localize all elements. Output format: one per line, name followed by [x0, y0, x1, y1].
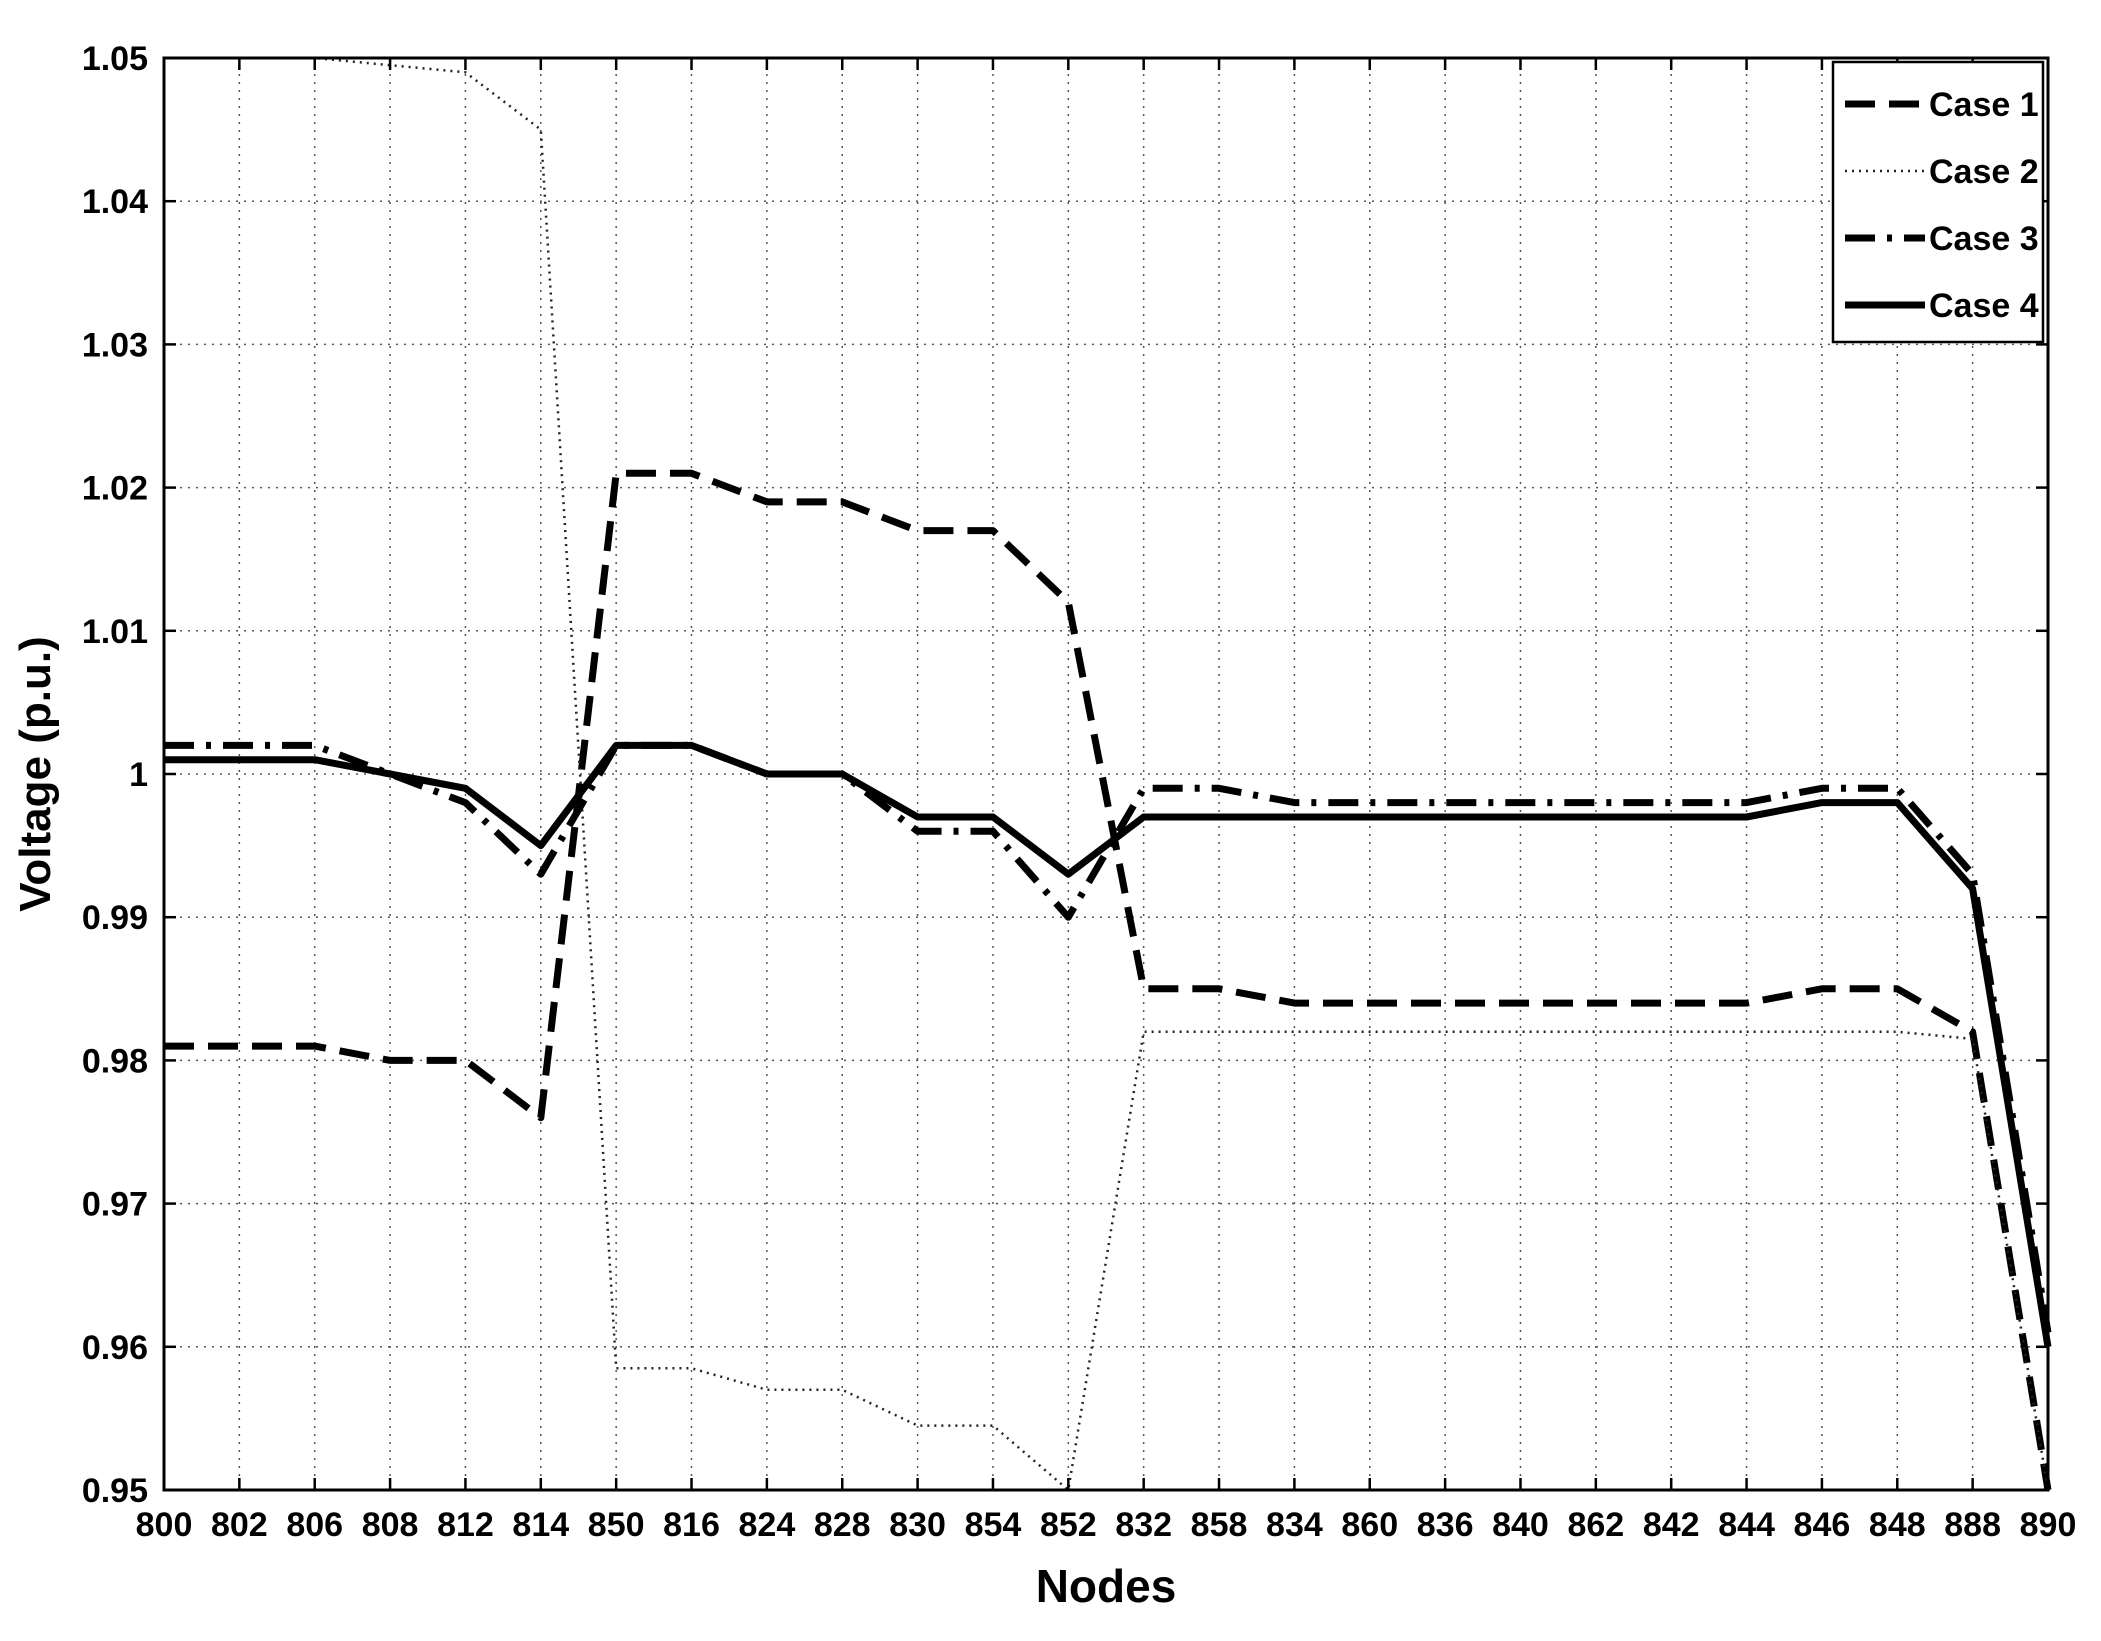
x-tick-label: 836: [1417, 1506, 1474, 1544]
y-tick-label: 0.96: [82, 1329, 148, 1367]
x-tick-label: 830: [889, 1506, 946, 1544]
legend-label-case-4: Case 4: [1929, 287, 2039, 325]
x-tick-label: 850: [588, 1506, 645, 1544]
legend-label-case-1: Case 1: [1929, 86, 2039, 124]
y-axis-ticks: 0.95 0.96 0.97 0.98 0.99 1 1.01 1.02 1.03 1.04 1.0…: [82, 40, 2048, 1510]
y-tick-label: 1.05: [82, 40, 148, 78]
legend: Case 1 Case 2 Case 3 Case 4: [1831, 60, 2045, 344]
x-tick-label: 834: [1266, 1506, 1323, 1544]
x-tick-label: 816: [663, 1506, 720, 1544]
x-tick-label: 844: [1718, 1506, 1775, 1544]
x-axis-ticks: 800 802 806 808 812 814 850 816 824 828 830 854 852 8…: [136, 58, 2077, 1544]
x-tick-label: 842: [1643, 1506, 1700, 1544]
x-tick-label: 832: [1115, 1506, 1172, 1544]
x-tick-label: 846: [1794, 1506, 1851, 1544]
x-tick-label: 814: [512, 1506, 569, 1544]
series-line-case-1: [164, 469, 2052, 1491]
x-tick-label: 828: [814, 1506, 871, 1544]
x-tick-label: 888: [1944, 1506, 2001, 1544]
legend-box: [1831, 60, 2045, 344]
grid: [164, 58, 2048, 1490]
legend-label-case-3: Case 3: [1929, 220, 2039, 258]
series-line-case-4: [164, 741, 2052, 1348]
x-tick-label: 808: [362, 1506, 419, 1544]
y-tick-label: 0.99: [82, 899, 148, 937]
x-axis-title: Nodes: [1036, 1560, 1177, 1612]
series-lines: [164, 56, 2052, 1492]
x-tick-label: 854: [965, 1506, 1022, 1544]
x-tick-label: 862: [1567, 1506, 1624, 1544]
y-tick-label: 0.98: [82, 1042, 148, 1080]
x-tick-label: 824: [739, 1506, 796, 1544]
x-tick-label: 890: [2020, 1506, 2077, 1544]
x-tick-label: 860: [1341, 1506, 1398, 1544]
x-tick-label: 802: [211, 1506, 268, 1544]
x-tick-label: 806: [286, 1506, 343, 1544]
legend-label-case-2: Case 2: [1929, 153, 2039, 191]
x-tick-label: 858: [1191, 1506, 1248, 1544]
y-tick-label: 1: [129, 756, 148, 794]
x-tick-label: 812: [437, 1506, 494, 1544]
y-tick-label: 1.02: [82, 470, 148, 508]
y-tick-label: 1.03: [82, 326, 148, 364]
series-line-case-2: [164, 56, 2050, 1492]
y-tick-label: 0.97: [82, 1186, 148, 1224]
x-tick-label: 840: [1492, 1506, 1549, 1544]
y-tick-label: 1.01: [82, 613, 148, 651]
y-tick-label: 0.95: [82, 1472, 148, 1510]
x-tick-label: 800: [136, 1506, 193, 1544]
x-tick-label: 848: [1869, 1506, 1926, 1544]
x-tick-label: 852: [1040, 1506, 1097, 1544]
y-tick-label: 1.04: [82, 183, 148, 221]
y-axis-title: Voltage (p.u.): [11, 636, 60, 911]
